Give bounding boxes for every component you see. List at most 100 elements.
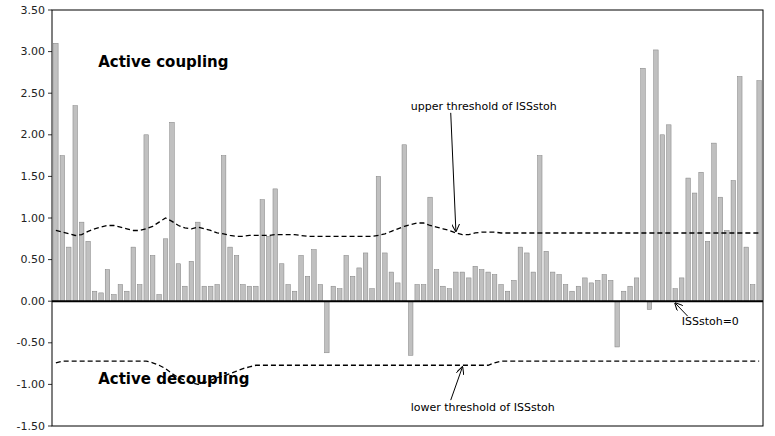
bar — [647, 301, 652, 309]
bar — [473, 266, 478, 301]
bar — [305, 276, 310, 301]
y-tick-label: -0.50 — [17, 336, 45, 349]
plot-frame — [52, 10, 763, 426]
bar — [602, 275, 607, 302]
bar — [641, 68, 646, 301]
annotation-arrow — [451, 113, 456, 231]
bar — [408, 301, 413, 355]
y-tick-label: -1.00 — [17, 378, 45, 391]
bar — [125, 291, 130, 301]
bar — [679, 278, 684, 301]
bar — [615, 301, 620, 347]
bar — [654, 50, 659, 301]
bar — [634, 278, 639, 301]
bar — [318, 285, 323, 302]
bar — [589, 283, 594, 301]
bar — [383, 253, 388, 301]
bar — [596, 280, 601, 301]
bar — [402, 145, 407, 301]
bar — [67, 247, 72, 301]
bar — [731, 181, 736, 302]
bar — [241, 285, 246, 302]
bar — [286, 285, 291, 302]
bar — [331, 286, 336, 301]
bar — [454, 272, 459, 301]
bar — [570, 291, 575, 301]
bar — [357, 268, 362, 301]
y-tick-label: 2.00 — [21, 128, 46, 141]
bar — [228, 247, 233, 301]
bar — [337, 289, 342, 301]
y-tick — [48, 176, 52, 177]
chart: -1.50-1.00-0.500.000.501.001.502.002.503… — [0, 0, 775, 436]
bar — [208, 286, 213, 301]
bar — [718, 197, 723, 301]
annotation-arrow — [451, 367, 463, 400]
bar — [563, 285, 568, 302]
y-tick — [48, 93, 52, 94]
bar — [389, 272, 394, 301]
bar — [686, 178, 691, 301]
y-tick-label: 3.50 — [21, 4, 46, 17]
y-tick-label: 1.50 — [21, 170, 46, 183]
zero-line — [52, 300, 763, 302]
plot-background — [52, 10, 763, 426]
y-tick — [48, 218, 52, 219]
bar — [196, 222, 201, 301]
bar — [299, 255, 304, 301]
annotation: Active decoupling — [98, 370, 249, 388]
bar — [544, 251, 549, 301]
bar — [363, 253, 368, 301]
bar — [434, 270, 439, 302]
y-tick — [48, 134, 52, 135]
bar — [118, 285, 123, 302]
bar — [667, 125, 672, 301]
bar — [447, 289, 452, 301]
bar — [176, 264, 181, 301]
annotation: ISSstoh=0 — [682, 315, 739, 328]
annotation-arrow — [675, 303, 687, 316]
bar — [189, 261, 194, 301]
bar — [267, 236, 272, 301]
y-tick — [48, 301, 52, 302]
y-tick — [48, 259, 52, 260]
bar — [628, 286, 633, 301]
bar — [673, 289, 678, 301]
bar — [576, 286, 581, 301]
bar — [415, 285, 420, 302]
bar — [744, 247, 749, 301]
bar — [518, 247, 523, 301]
bar — [750, 285, 755, 302]
bar — [505, 291, 510, 301]
bar — [60, 156, 65, 302]
threshold-line — [56, 218, 759, 236]
y-tick-label: -1.50 — [17, 420, 45, 433]
annotation: upper threshold of ISSstoh — [411, 100, 557, 113]
y-tick-label: 3.00 — [21, 45, 46, 58]
bar — [512, 280, 517, 301]
bar — [92, 291, 97, 301]
bar — [137, 285, 142, 302]
y-tick — [48, 342, 52, 343]
bar — [428, 197, 433, 301]
bar — [312, 250, 317, 302]
bar — [421, 285, 426, 302]
bar — [757, 81, 762, 301]
y-tick-label: 1.00 — [21, 212, 46, 225]
bar-series — [54, 43, 762, 355]
bar — [705, 241, 710, 301]
bar — [344, 255, 349, 301]
y-tick — [48, 384, 52, 385]
bar — [531, 272, 536, 301]
bar — [486, 272, 491, 301]
plot-area — [52, 43, 763, 384]
bar — [73, 106, 78, 302]
bar — [712, 143, 717, 301]
bar — [183, 286, 188, 301]
y-tick — [48, 51, 52, 52]
bar — [621, 291, 626, 301]
annotation: Active coupling — [98, 53, 228, 71]
bar — [170, 122, 175, 301]
bar — [144, 135, 149, 301]
bar — [525, 253, 530, 301]
